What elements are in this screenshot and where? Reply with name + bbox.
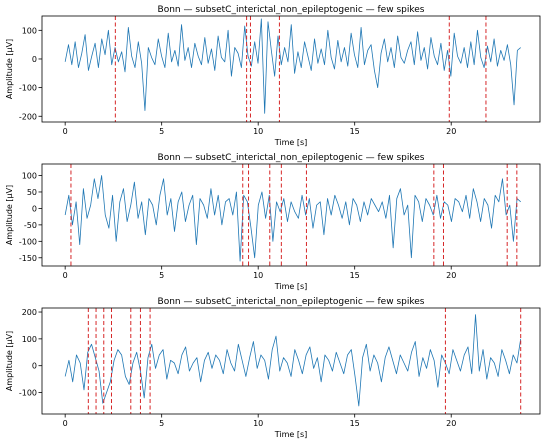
signal-line — [64, 175, 521, 262]
y-axis-label: Amplitude [μV] — [5, 331, 14, 391]
x-tick-label: 10 — [253, 419, 263, 428]
chart-title: Bonn — subsetC_interictal_non_epileptoge… — [158, 153, 425, 163]
y-tick-label: 0 — [32, 204, 37, 213]
chart-panel-2: 0 5 10 15 20 -150 -100 -50 0 50 100 Bonn — subsetC_… — [5, 153, 541, 291]
signal-line — [64, 18, 521, 114]
y-tick-label: 100 — [22, 26, 37, 35]
y-tick-label: 0 — [32, 55, 37, 64]
x-tick-label: 5 — [159, 419, 164, 428]
x-tick-label: 0 — [63, 127, 68, 136]
y-tick-label: 0 — [32, 362, 37, 371]
chart-title: Bonn — subsetC_interictal_non_epileptoge… — [158, 5, 425, 15]
x-tick-label: 10 — [253, 271, 263, 280]
x-axis-label: Time [s] — [274, 282, 308, 291]
x-tick-label: 15 — [350, 419, 360, 428]
y-axis-label: Amplitude [μV] — [5, 39, 14, 99]
signal-line — [64, 314, 522, 407]
y-tick-label: -150 — [19, 254, 37, 263]
plot-frame — [41, 15, 541, 123]
x-tick-label: 5 — [159, 127, 164, 136]
y-tick-label: -200 — [19, 112, 37, 121]
x-tick-label: 15 — [350, 127, 360, 136]
x-tick-label: 0 — [63, 271, 68, 280]
x-tick-label: 0 — [63, 419, 68, 428]
y-tick-label: -100 — [19, 389, 37, 398]
y-axis-label: Amplitude [μV] — [5, 185, 14, 245]
x-axis-label: Time [s] — [274, 430, 308, 439]
y-tick-label: 100 — [22, 335, 37, 344]
y-tick-label: -100 — [19, 237, 37, 246]
x-tick-label: 15 — [350, 271, 360, 280]
x-axis-label: Time [s] — [274, 138, 308, 147]
chart-panel-1: 0 5 10 15 20 -200 -100 0 100 Bonn — subsetC_inter… — [5, 5, 541, 147]
y-tick-label: -100 — [19, 84, 37, 93]
plot-frame — [41, 163, 541, 267]
y-tick-label: 200 — [22, 308, 37, 317]
y-tick-label: 50 — [27, 188, 37, 197]
y-tick-label: 100 — [22, 172, 37, 181]
x-tick-label: 20 — [446, 419, 456, 428]
chart-title: Bonn — subsetC_interictal_non_epileptoge… — [158, 297, 425, 307]
x-tick-label: 10 — [253, 127, 263, 136]
x-tick-label: 5 — [159, 271, 164, 280]
x-tick-label: 20 — [446, 271, 456, 280]
plot-frame — [41, 307, 541, 415]
chart-panel-3: 0 5 10 15 20 -100 0 100 200 Bonn — subsetC_interi… — [5, 297, 541, 439]
y-tick-label: -50 — [24, 221, 37, 230]
x-tick-label: 20 — [446, 127, 456, 136]
